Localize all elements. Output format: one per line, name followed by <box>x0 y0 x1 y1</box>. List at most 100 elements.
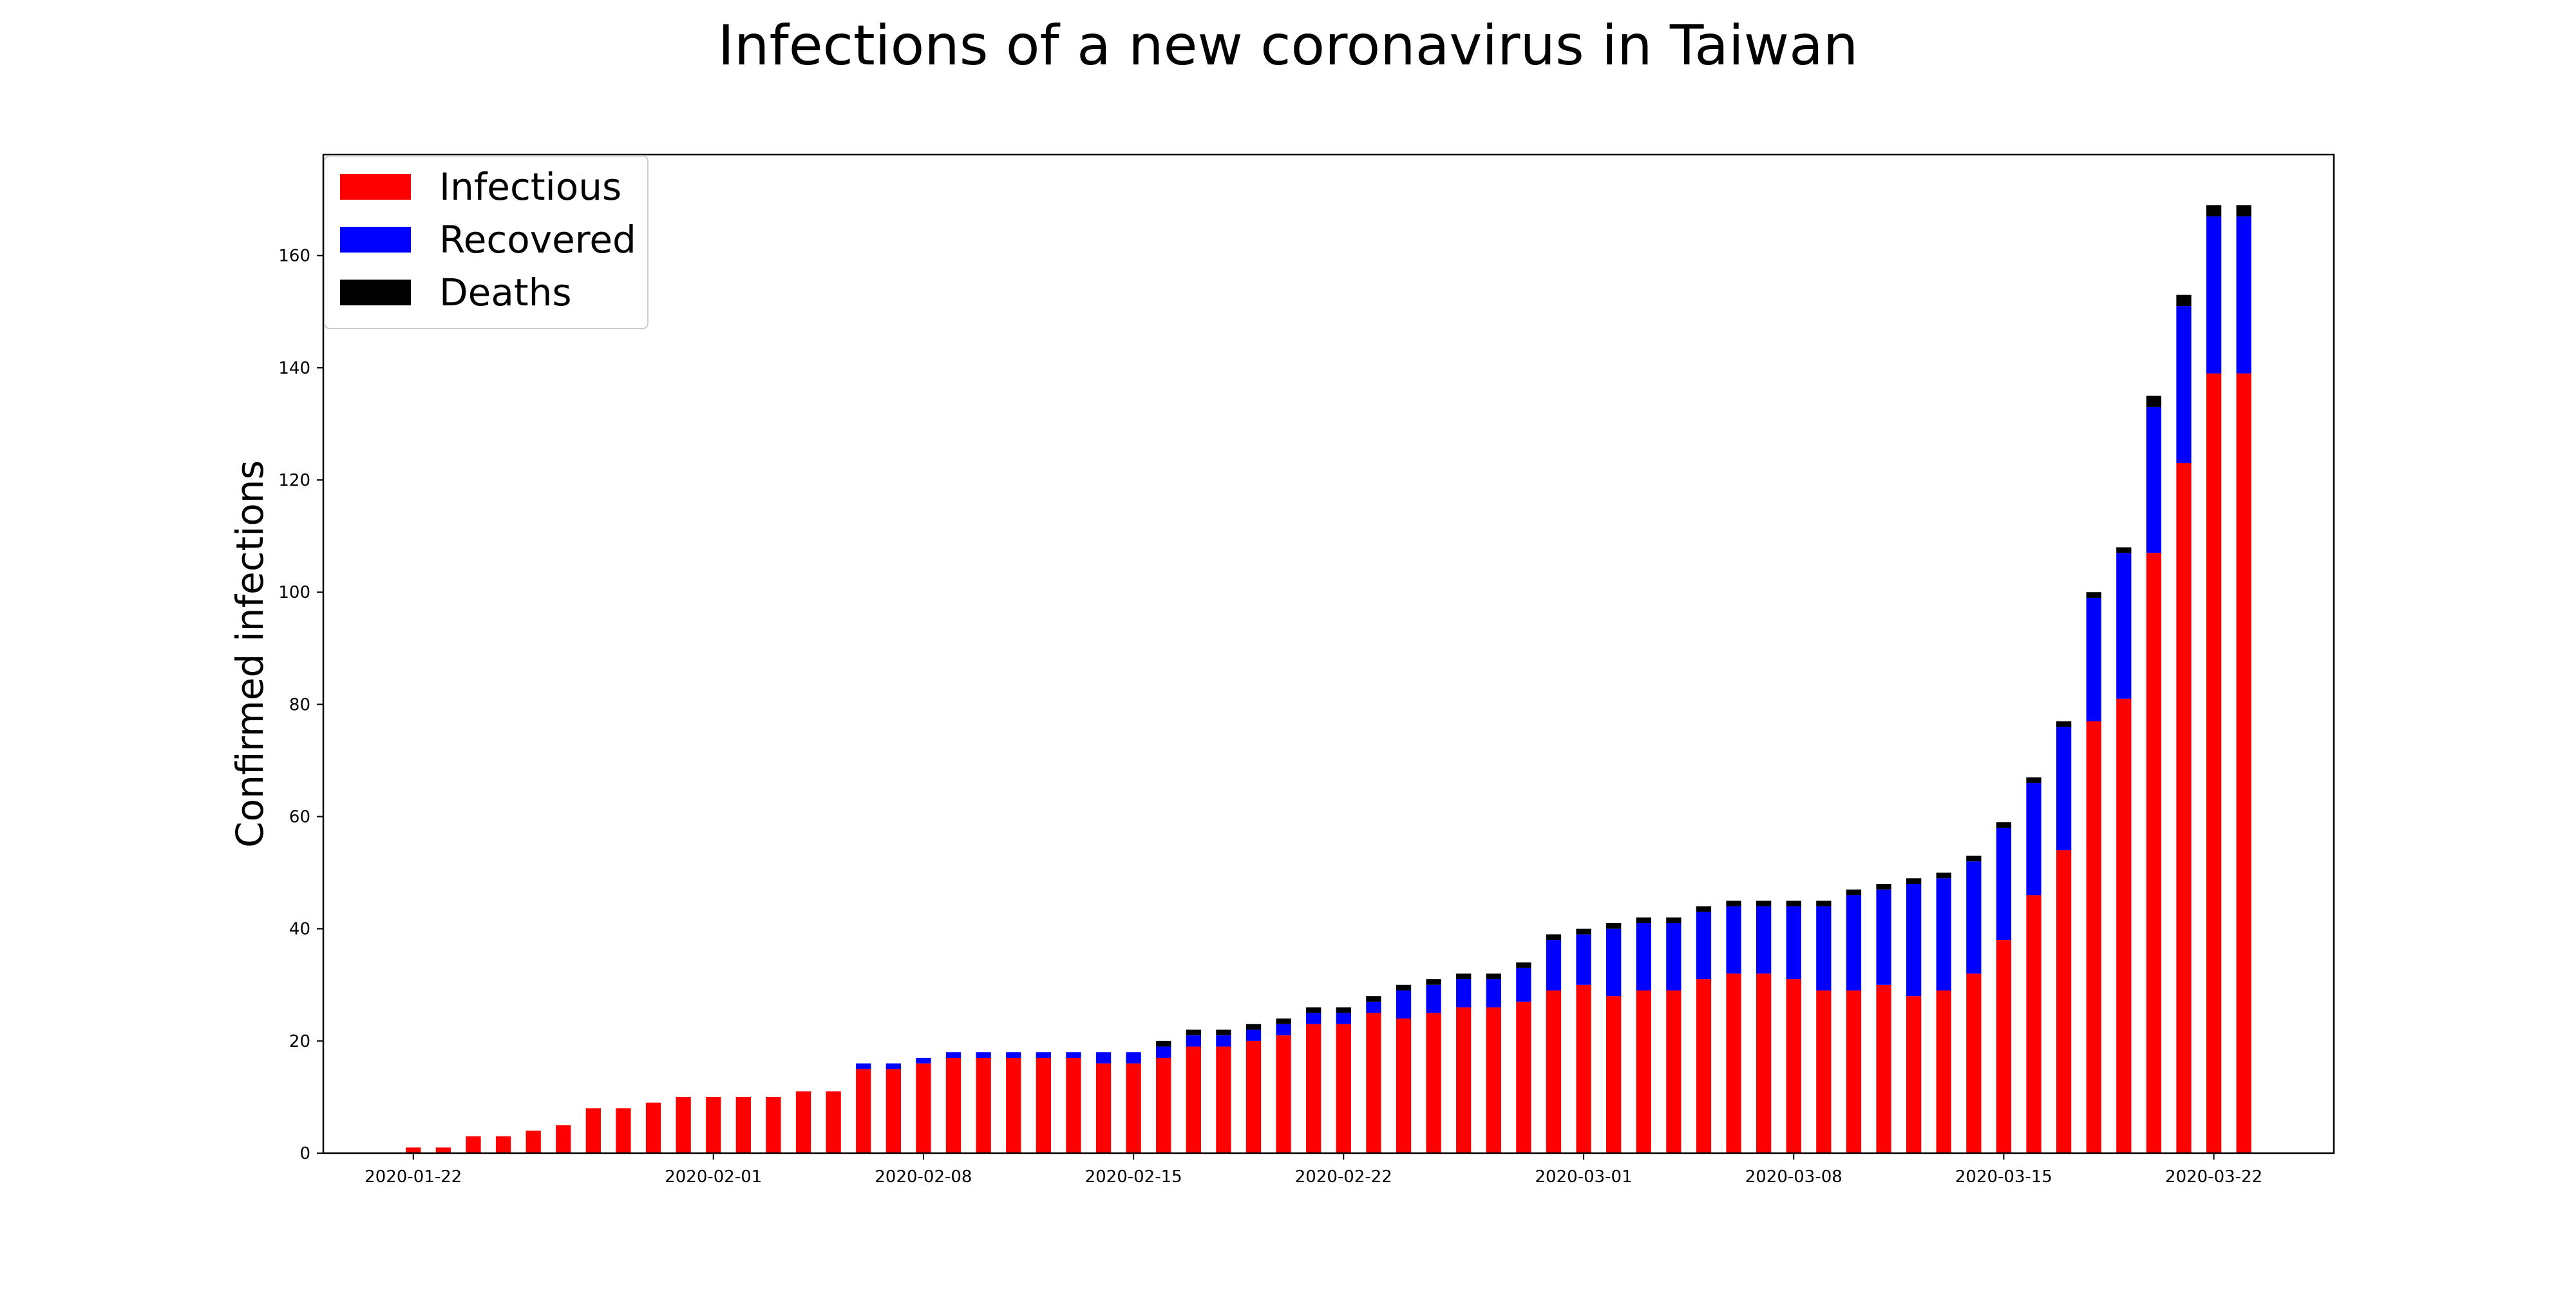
bar-infectious-2020-02-18 <box>1216 1046 1231 1153</box>
bar-infectious-2020-03-06 <box>1726 973 1741 1153</box>
bar-deaths-2020-03-03 <box>1636 917 1651 923</box>
bar-infectious-2020-03-14 <box>1966 973 1982 1153</box>
x-tick-label: 2020-03-15 <box>1955 1167 2052 1187</box>
bar-deaths-2020-03-01 <box>1576 928 1591 935</box>
bar-infectious-2020-01-28 <box>585 1108 601 1153</box>
bar-deaths-2020-03-11 <box>1876 884 1891 890</box>
legend-swatch-infectious <box>340 174 411 200</box>
bar-infectious-2020-02-17 <box>1186 1046 1201 1153</box>
bar-deaths-2020-03-19 <box>2116 547 2132 553</box>
bar-deaths-2020-03-13 <box>1936 872 1951 879</box>
bar-recovered-2020-02-17 <box>1186 1035 1201 1047</box>
bar-infectious-2020-02-28 <box>1516 1001 1531 1153</box>
bar-infectious-2020-02-06 <box>856 1069 871 1153</box>
bar-deaths-2020-03-07 <box>1756 901 1772 906</box>
bar-infectious-2020-02-15 <box>1126 1063 1141 1153</box>
bar-infectious-2020-02-08 <box>916 1063 931 1153</box>
bar-deaths-2020-03-02 <box>1606 923 1622 929</box>
bar-infectious-2020-03-12 <box>1906 996 1922 1153</box>
bar-recovered-2020-02-18 <box>1216 1035 1231 1047</box>
bar-recovered-2020-02-10 <box>976 1052 991 1058</box>
bar-recovered-2020-02-06 <box>856 1063 871 1069</box>
bars-layer <box>406 205 2251 1154</box>
bar-recovered-2020-03-17 <box>2056 727 2072 850</box>
bar-deaths-2020-03-20 <box>2146 396 2162 407</box>
bar-infectious-2020-02-19 <box>1245 1040 1262 1153</box>
bar-infectious-2020-02-07 <box>886 1069 901 1153</box>
bar-deaths-2020-03-12 <box>1906 878 1922 885</box>
bar-infectious-2020-03-13 <box>1936 990 1951 1153</box>
x-tick-label: 2020-02-22 <box>1295 1167 1392 1187</box>
bar-recovered-2020-02-27 <box>1486 979 1501 1008</box>
bar-recovered-2020-02-07 <box>886 1063 901 1069</box>
bar-infectious-2020-01-30 <box>645 1102 661 1153</box>
bar-infectious-2020-02-04 <box>795 1091 811 1153</box>
bar-infectious-2020-03-09 <box>1816 990 1832 1153</box>
y-tick-label: 100 <box>278 583 310 602</box>
bar-deaths-2020-03-18 <box>2086 592 2101 598</box>
bar-infectious-2020-02-29 <box>1546 990 1562 1153</box>
bar-recovered-2020-03-19 <box>2116 553 2132 699</box>
bar-recovered-2020-02-21 <box>1306 1013 1321 1024</box>
bar-infectious-2020-03-10 <box>1846 990 1862 1153</box>
bar-deaths-2020-03-05 <box>1696 906 1712 912</box>
y-axis-label: Confirmed infections <box>228 460 272 848</box>
bar-infectious-2020-02-09 <box>945 1057 961 1153</box>
bar-infectious-2020-03-17 <box>2056 850 2072 1153</box>
y-tick-label: 140 <box>278 359 310 378</box>
bar-recovered-2020-03-18 <box>2086 597 2101 722</box>
bar-recovered-2020-03-03 <box>1636 923 1651 991</box>
bar-infectious-2020-03-08 <box>1786 979 1801 1153</box>
bar-infectious-2020-01-22 <box>406 1147 421 1153</box>
legend-label-recovered: Recovered <box>439 218 636 262</box>
bar-infectious-2020-02-14 <box>1095 1063 1112 1153</box>
bar-recovered-2020-02-22 <box>1336 1013 1351 1024</box>
bar-infectious-2020-02-24 <box>1396 1018 1412 1153</box>
bar-recovered-2020-03-07 <box>1756 906 1772 974</box>
bar-recovered-2020-02-26 <box>1456 979 1472 1008</box>
bar-recovered-2020-02-08 <box>916 1057 931 1064</box>
bar-deaths-2020-03-15 <box>1996 822 2012 828</box>
bar-deaths-2020-02-20 <box>1276 1018 1291 1024</box>
y-tick-label: 120 <box>278 471 310 490</box>
bar-recovered-2020-03-23 <box>2236 216 2251 374</box>
legend-swatch-recovered <box>340 227 411 253</box>
legend-label-deaths: Deaths <box>439 271 572 314</box>
bar-recovered-2020-03-12 <box>1906 884 1922 997</box>
bar-infectious-2020-01-31 <box>676 1096 691 1153</box>
bar-deaths-2020-02-24 <box>1396 984 1412 991</box>
plot-frame <box>322 153 2335 1154</box>
bar-recovered-2020-02-12 <box>1036 1052 1051 1058</box>
bar-infectious-2020-01-29 <box>616 1108 631 1153</box>
bar-recovered-2020-03-09 <box>1816 906 1832 991</box>
bar-infectious-2020-03-22 <box>2206 373 2222 1153</box>
bar-deaths-2020-03-14 <box>1966 856 1982 862</box>
x-tick-label: 2020-02-01 <box>665 1167 762 1187</box>
bar-deaths-2020-03-06 <box>1726 901 1741 906</box>
bar-infectious-2020-03-21 <box>2176 463 2192 1154</box>
bar-recovered-2020-02-28 <box>1516 968 1531 1002</box>
bar-recovered-2020-03-10 <box>1846 895 1862 991</box>
legend: Infectious Recovered Deaths <box>324 155 649 329</box>
bar-infectious-2020-03-01 <box>1576 984 1591 1153</box>
bar-infectious-2020-03-04 <box>1666 990 1681 1153</box>
chart-title: Infections of a new coronavirus in Taiwa… <box>718 14 1859 78</box>
bar-infectious-2020-02-13 <box>1066 1057 1081 1153</box>
bar-deaths-2020-02-29 <box>1546 934 1562 941</box>
bar-recovered-2020-03-11 <box>1876 889 1891 985</box>
bar-deaths-2020-03-22 <box>2206 205 2222 216</box>
bar-recovered-2020-02-09 <box>945 1052 961 1058</box>
bar-deaths-2020-03-23 <box>2236 205 2251 216</box>
bar-recovered-2020-02-19 <box>1245 1029 1262 1041</box>
bar-infectious-2020-01-24 <box>466 1136 481 1153</box>
bar-infectious-2020-03-20 <box>2146 553 2162 1153</box>
bar-infectious-2020-02-12 <box>1036 1057 1051 1153</box>
y-tick-label: 40 <box>289 920 310 939</box>
y-tick-label: 0 <box>299 1144 310 1163</box>
bar-infectious-2020-03-02 <box>1606 996 1622 1153</box>
x-tick-label: 2020-01-22 <box>365 1167 462 1187</box>
bar-recovered-2020-03-05 <box>1696 912 1712 980</box>
bar-deaths-2020-03-17 <box>2056 721 2072 727</box>
bar-recovered-2020-02-23 <box>1366 1001 1381 1013</box>
